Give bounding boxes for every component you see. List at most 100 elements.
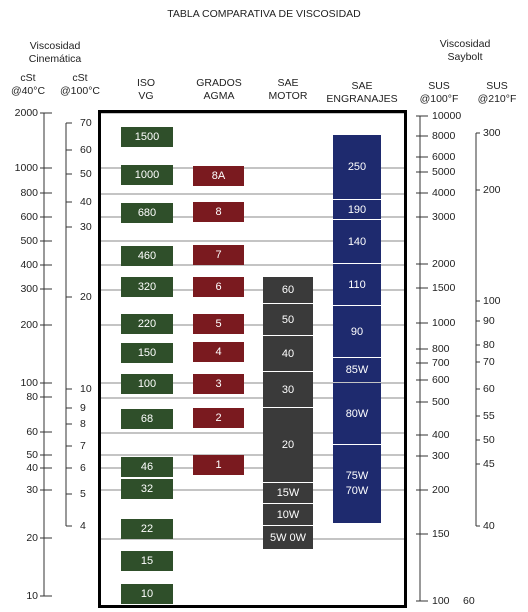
agma-grade-3: 6 — [193, 277, 244, 297]
cst100-label-9: 7 — [80, 440, 86, 452]
sus100-label-15: 200 — [432, 484, 450, 496]
sae-gear-6: 80W — [333, 383, 381, 444]
header-sae-motor: SAE MOTOR — [258, 77, 318, 103]
cst100-label-11: 5 — [80, 488, 86, 500]
sae-motor-5: 15W — [263, 483, 313, 503]
cst100-label-3: 40 — [80, 196, 92, 208]
header-sus-100-text: SUS @100°F — [419, 80, 459, 105]
cst40-label-14: 20 — [26, 532, 38, 544]
sus100-label-13: 400 — [432, 429, 450, 441]
sus100-label-11: 600 — [432, 374, 450, 386]
header-sus-210-text: SUS @210°F — [477, 80, 517, 105]
sus210-label-5: 70 — [483, 356, 495, 368]
header-cst-40: cSt @40°C — [6, 72, 50, 98]
iso-grade-0: 1500 — [121, 127, 173, 147]
sus100-label-12: 500 — [432, 396, 450, 408]
cst100-label-2: 50 — [80, 168, 92, 180]
sae-motor-4: 20 — [263, 408, 313, 482]
sus210-label-2: 100 — [483, 295, 501, 307]
sus100-label-5: 3000 — [432, 211, 456, 223]
chart-title: TABLA COMPARATIVA DE VISCOSIDAD — [167, 8, 361, 20]
sus100-label-14: 300 — [432, 450, 450, 462]
sus100-label-6: 2000 — [432, 258, 456, 270]
cst100-label-10: 6 — [80, 462, 86, 474]
sus100-label-1: 8000 — [432, 130, 456, 142]
header-viscosidad-cinematica-text: Viscosidad Cinemática — [28, 40, 82, 65]
cst40-label-7: 200 — [20, 319, 38, 331]
cst40-label-11: 50 — [26, 449, 38, 461]
cst40-label-4: 500 — [20, 235, 38, 247]
header-viscosidad-cinematica: Viscosidad Cinemática — [20, 40, 90, 66]
sae-motor-3: 30 — [263, 372, 313, 407]
sae-motor-0: 60 — [263, 277, 313, 303]
header-viscosidad-saybolt-text: Viscosidad Saybolt — [439, 38, 491, 63]
sae-motor-2: 40 — [263, 336, 313, 371]
sae-gear-7: 75W 70W — [333, 445, 381, 523]
agma-grade-8: 1 — [193, 455, 244, 475]
cst40-label-8: 100 — [20, 377, 38, 389]
header-sae-motor-text: SAE MOTOR — [268, 77, 308, 102]
agma-grade-7: 2 — [193, 408, 244, 428]
cst100-label-5: 20 — [80, 291, 92, 303]
cst40-label-2: 800 — [20, 187, 38, 199]
cst100-label-0: 70 — [80, 117, 92, 129]
header-agma-text: GRADOS AGMA — [196, 77, 242, 102]
sus100-label-4: 4000 — [432, 187, 456, 199]
iso-grade-5: 220 — [121, 314, 173, 334]
cst40-label-15: 10 — [26, 590, 38, 602]
sae-motor-7: 5W 0W — [263, 526, 313, 549]
sus100-label-0: 10000 — [432, 110, 462, 122]
sus210-label-8: 50 — [483, 434, 495, 446]
sus100-label-16: 150 — [432, 528, 450, 540]
cst100-label-12: 4 — [80, 520, 86, 532]
sae-gear-3: 110 — [333, 264, 381, 305]
sus100-label-extra: 60 — [463, 595, 475, 607]
cst40-label-1: 1000 — [14, 162, 38, 174]
agma-grade-0: 8A — [193, 166, 244, 186]
iso-grade-12: 15 — [121, 551, 173, 571]
header-viscosidad-saybolt: Viscosidad Saybolt — [430, 38, 500, 64]
iso-grade-10: 32 — [121, 479, 173, 499]
header-sus-100: SUS @100°F — [414, 80, 464, 106]
sus100-label-9: 800 — [432, 343, 450, 355]
iso-grade-13: 10 — [121, 584, 173, 604]
sus210-label-3: 90 — [483, 315, 495, 327]
header-iso-text: ISO VG — [136, 77, 156, 102]
sae-gear-4: 90 — [333, 306, 381, 357]
agma-grade-5: 4 — [193, 342, 244, 362]
header-iso: ISO VG — [121, 77, 171, 103]
sus210-label-9: 45 — [483, 458, 495, 470]
sus100-label-3: 5000 — [432, 166, 456, 178]
cst40-label-12: 40 — [26, 462, 38, 474]
header-agma: GRADOS AGMA — [188, 77, 250, 103]
iso-grade-9: 46 — [121, 457, 173, 477]
iso-grade-3: 460 — [121, 246, 173, 266]
header-cst-100: cSt @100°C — [56, 72, 104, 98]
cst40-label-0: 2000 — [14, 107, 38, 119]
iso-grade-8: 68 — [121, 409, 173, 429]
cst100-label-6: 10 — [80, 383, 92, 395]
cst100-label-1: 60 — [80, 144, 92, 156]
sus100-label-17: 100 — [432, 595, 450, 607]
cst40-label-10: 60 — [26, 426, 38, 438]
cst100-label-4: 30 — [80, 221, 92, 233]
sae-gear-5: 85W — [333, 358, 381, 382]
sus210-label-1: 200 — [483, 184, 501, 196]
iso-grade-2: 680 — [121, 203, 173, 223]
sae-motor-1: 50 — [263, 304, 313, 335]
cst100-label-8: 8 — [80, 418, 86, 430]
sus100-label-8: 1000 — [432, 317, 456, 329]
sus210-label-0: 300 — [483, 127, 501, 139]
sus100-label-7: 1500 — [432, 282, 456, 294]
agma-grade-6: 3 — [193, 374, 244, 394]
agma-grade-1: 8 — [193, 202, 244, 222]
header-sus-210: SUS @210°F — [470, 80, 524, 106]
agma-grade-2: 7 — [193, 245, 244, 265]
cst100-label-7: 9 — [80, 402, 86, 414]
iso-grade-11: 22 — [121, 519, 173, 539]
sus210-label-4: 80 — [483, 339, 495, 351]
header-cst-100-text: cSt @100°C — [60, 72, 100, 97]
cst40-label-13: 30 — [26, 484, 38, 496]
header-sae-engranajes: SAE ENGRANAJES — [320, 80, 404, 106]
